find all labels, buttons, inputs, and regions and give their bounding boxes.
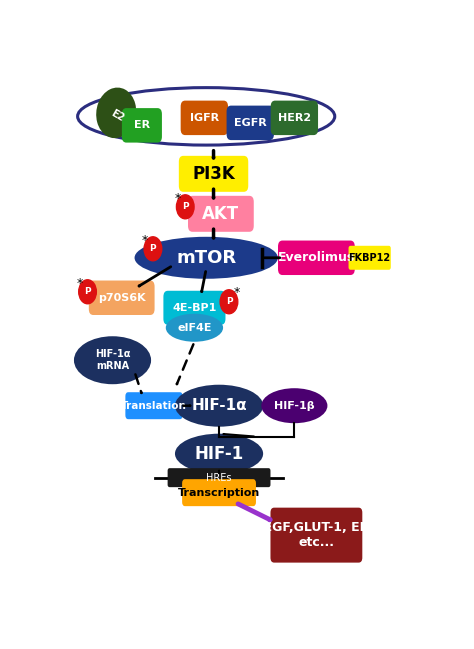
FancyBboxPatch shape [164,291,226,324]
Text: HIF-1α
mRNA: HIF-1α mRNA [95,349,130,371]
FancyBboxPatch shape [182,479,256,506]
FancyBboxPatch shape [271,508,362,563]
Text: HIF-1α: HIF-1α [191,398,247,413]
Text: VEGF,GLUT-1, EPO
etc...: VEGF,GLUT-1, EPO etc... [254,521,379,549]
FancyBboxPatch shape [89,280,155,315]
FancyBboxPatch shape [188,196,254,232]
Circle shape [144,237,162,261]
Text: HIF-1β: HIF-1β [274,400,315,411]
Circle shape [220,289,238,313]
Text: *: * [233,286,239,299]
Text: ER: ER [134,120,150,130]
FancyBboxPatch shape [348,246,391,270]
FancyBboxPatch shape [125,392,182,419]
Ellipse shape [175,385,263,426]
FancyBboxPatch shape [227,106,274,140]
Text: *: * [175,192,181,205]
FancyBboxPatch shape [168,468,271,487]
Ellipse shape [261,388,328,423]
FancyBboxPatch shape [181,101,228,135]
Text: Translation: Translation [121,400,187,411]
Text: Transcription: Transcription [178,487,260,498]
Text: HIF-1: HIF-1 [194,445,244,463]
Text: IGFR: IGFR [190,113,219,123]
Text: 4E-BP1: 4E-BP1 [172,302,217,313]
Text: HER2: HER2 [278,113,311,123]
FancyBboxPatch shape [179,156,248,192]
Text: EGFR: EGFR [234,118,267,128]
Text: FKBP12: FKBP12 [348,252,391,263]
Text: mTOR: mTOR [176,249,236,267]
Text: AKT: AKT [202,205,239,223]
Text: Everolimus: Everolimus [278,251,355,264]
Circle shape [176,195,194,219]
Ellipse shape [96,88,136,138]
Text: P: P [226,297,232,306]
FancyBboxPatch shape [122,108,162,143]
Text: P: P [182,202,189,212]
Ellipse shape [175,434,263,474]
Text: p70S6K: p70S6K [98,293,146,303]
Text: P: P [150,244,156,253]
Text: *: * [76,276,82,289]
FancyBboxPatch shape [278,241,355,275]
FancyBboxPatch shape [271,101,318,135]
Ellipse shape [135,237,278,279]
Text: P: P [84,288,91,296]
Text: eIF4E: eIF4E [177,323,212,333]
Ellipse shape [74,336,151,384]
Text: HREs: HREs [206,472,232,483]
Text: PI3K: PI3K [192,165,235,183]
Ellipse shape [166,313,223,342]
Text: *: * [142,234,148,247]
Circle shape [79,280,96,304]
Text: E2: E2 [109,108,125,123]
